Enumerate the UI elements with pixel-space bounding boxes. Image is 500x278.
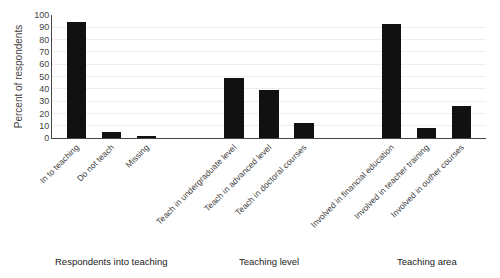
svg-text:50: 50 (39, 72, 49, 82)
svg-text:Teaching level: Teaching level (239, 256, 299, 267)
svg-text:60: 60 (39, 59, 49, 69)
svg-text:30: 30 (39, 96, 49, 106)
svg-text:Teaching area: Teaching area (397, 256, 457, 267)
svg-text:40: 40 (39, 84, 49, 94)
svg-text:70: 70 (39, 47, 49, 57)
svg-text:Teach in doctoral courses: Teach in doctoral courses (233, 142, 308, 217)
svg-text:In to teaching: In to teaching (38, 142, 81, 185)
svg-text:100: 100 (34, 10, 49, 20)
svg-text:Do not teach: Do not teach (75, 142, 116, 183)
svg-text:Respondents into teaching: Respondents into teaching (55, 256, 168, 267)
svg-text:10: 10 (39, 121, 49, 131)
svg-text:Involved in financial educatio: Involved in financial education (309, 142, 396, 229)
svg-text:Teach in undergraduate level: Teach in undergraduate level (154, 142, 238, 226)
svg-text:Missing: Missing (123, 142, 151, 170)
svg-text:90: 90 (39, 22, 49, 32)
svg-text:Percent of respondents: Percent of respondents (13, 25, 24, 128)
svg-text:80: 80 (39, 35, 49, 45)
svg-text:Involved in outher courses: Involved in outher courses (389, 142, 466, 219)
svg-text:20: 20 (39, 109, 49, 119)
svg-text:Involved in teacher training: Involved in teacher training (352, 142, 431, 221)
svg-text:0: 0 (44, 133, 49, 143)
svg-text:Teach in advanced level: Teach in advanced level (202, 142, 273, 213)
